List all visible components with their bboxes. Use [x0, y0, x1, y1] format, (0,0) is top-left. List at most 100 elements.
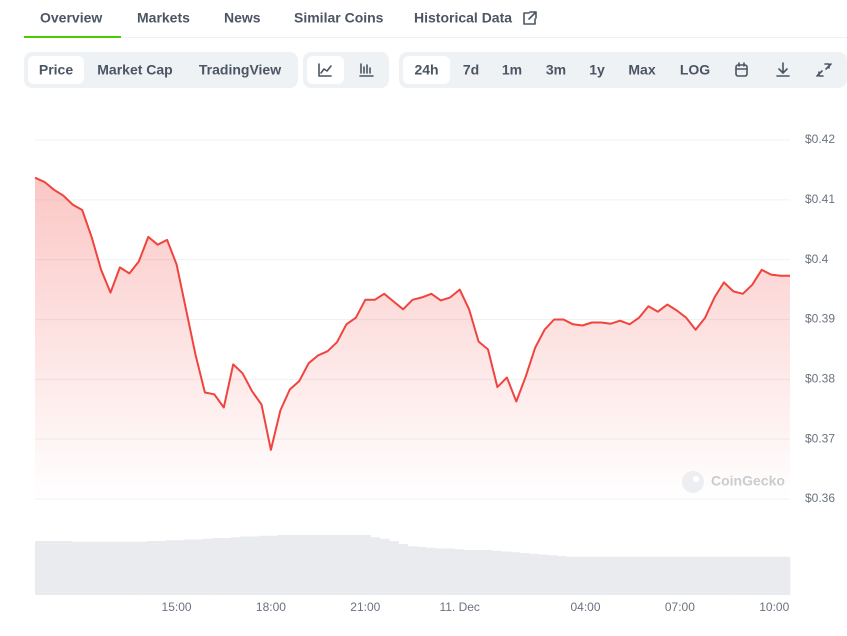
volume-bar	[128, 541, 138, 595]
volume-bar	[230, 537, 241, 595]
x-tick-label: 18:00	[256, 600, 286, 614]
download-button[interactable]	[776, 62, 790, 77]
price-area	[35, 177, 790, 499]
view-button[interactable]: Market Cap	[97, 62, 172, 78]
volume-bar	[696, 556, 707, 595]
range-button[interactable]: 7d	[463, 62, 479, 78]
volume-bar	[463, 550, 474, 595]
volume-bar	[137, 541, 148, 595]
tab[interactable]: Markets	[137, 10, 190, 26]
range-button[interactable]: 1y	[589, 62, 605, 78]
range-button[interactable]: Max	[628, 62, 655, 78]
range-button[interactable]: LOG	[680, 62, 710, 78]
volume-bar	[668, 556, 679, 595]
volume-bar	[53, 541, 64, 595]
volume-bar	[295, 535, 306, 595]
volume-bar	[314, 535, 325, 595]
volume-bar	[277, 535, 287, 595]
volume-bar	[407, 546, 418, 595]
volume-bar	[146, 541, 157, 595]
range-group	[399, 52, 847, 88]
volume-bar	[165, 540, 176, 595]
volume-bar	[398, 544, 409, 595]
volume-bar	[584, 556, 595, 595]
fullscreen-button[interactable]	[816, 63, 832, 77]
volume-bar	[622, 556, 632, 595]
volume-bar	[734, 556, 744, 595]
volume-bar	[212, 538, 222, 595]
volume-bar	[379, 538, 390, 595]
calendar-button[interactable]	[735, 62, 748, 77]
x-tick-label: 21:00	[350, 600, 380, 614]
volume-bar	[454, 549, 465, 595]
volume-bar	[184, 539, 194, 595]
view-button[interactable]: TradingView	[199, 62, 281, 78]
x-tick-label: 07:00	[665, 600, 695, 614]
watermark-logo	[682, 471, 704, 493]
volume-bar	[575, 556, 586, 595]
volume-bar	[752, 556, 763, 595]
x-tick-label: 04:00	[571, 600, 601, 614]
volume-bar	[202, 538, 213, 595]
y-tick-label: $0.41	[805, 192, 835, 206]
view-button[interactable]: Price	[39, 62, 73, 78]
volume-bar	[715, 556, 726, 595]
chart: $0.36 $0.37 $0.38 $0.39 $0.4 $0.41 $0.42 15:00 1…	[34, 132, 835, 614]
y-tick-label: $0.4	[805, 252, 829, 266]
volume-bar	[566, 556, 576, 595]
volume-bar	[268, 535, 278, 595]
volume-bar	[221, 538, 232, 595]
active-tab-underline	[24, 36, 121, 38]
volume-bar	[501, 551, 511, 595]
volume-bar	[650, 556, 660, 595]
volume-bar	[594, 556, 604, 595]
volume-bar	[771, 556, 781, 595]
volume-bar	[762, 556, 772, 595]
volume-bar	[510, 552, 520, 595]
y-tick-label: $0.38	[805, 372, 835, 386]
line-chart-icon	[318, 63, 332, 77]
volume-bar	[482, 550, 493, 595]
candle-chart-button[interactable]	[359, 63, 374, 77]
volume-bar	[240, 536, 250, 595]
volume-bar	[62, 541, 73, 595]
volume-bar	[519, 553, 530, 595]
volume-bar	[44, 541, 54, 595]
volume-bar	[249, 536, 260, 595]
volume-bar	[435, 548, 446, 595]
x-tick-label: 11. Dec	[439, 600, 479, 614]
volume-bar	[603, 556, 614, 595]
volume-bar	[556, 556, 567, 595]
range-button[interactable]: 1m	[502, 62, 522, 78]
y-tick-label: $0.42	[805, 132, 835, 146]
volume-bar	[659, 556, 670, 595]
range-button[interactable]: 3m	[546, 62, 566, 78]
volume-bar	[417, 547, 427, 595]
volume-bar	[305, 535, 315, 595]
tab[interactable]: Similar Coins	[294, 10, 384, 26]
tab[interactable]: News	[224, 10, 261, 26]
y-tick-label: $0.37	[805, 431, 835, 445]
volume-bar	[687, 556, 698, 595]
volume-bar	[100, 541, 110, 595]
x-tick-label: 15:00	[162, 600, 192, 614]
volume-bar	[156, 541, 166, 595]
volume-bar	[370, 537, 381, 595]
volume-bar	[631, 556, 642, 595]
x-tick-label: 10:00	[759, 600, 789, 614]
volume-bar	[286, 535, 297, 595]
volume-bar	[361, 535, 371, 595]
volume-bar	[724, 556, 735, 595]
y-tick-label: $0.36	[805, 491, 835, 505]
toolbar: Price Market Cap TradingView 24h 7d 1m 3m 1y Max…	[28, 56, 710, 84]
tab-bar: Overview Markets News Similar Coins Historic…	[24, 10, 512, 38]
active-button-bg	[403, 56, 450, 84]
watermark: CoinGecko	[711, 473, 785, 489]
volume-bar	[351, 535, 362, 595]
tab[interactable]: Overview	[40, 10, 102, 26]
active-button-bg	[28, 56, 84, 84]
volume-bar	[743, 556, 754, 595]
tab[interactable]: Historical Data	[414, 10, 512, 26]
range-button[interactable]: 24h	[414, 62, 438, 78]
